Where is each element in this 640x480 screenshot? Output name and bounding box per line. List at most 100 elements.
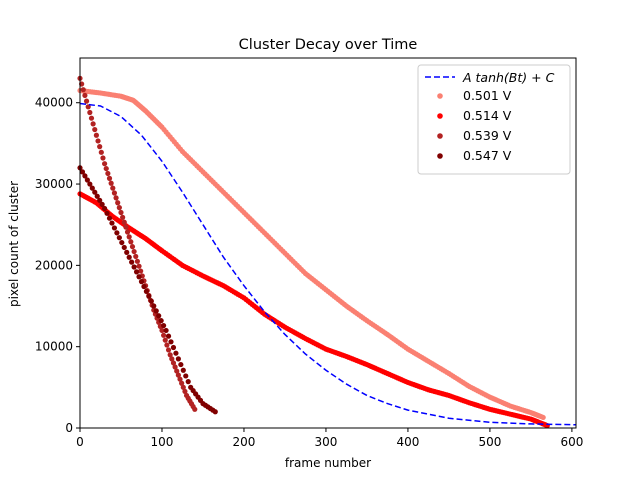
data-point xyxy=(85,104,91,110)
data-point xyxy=(172,364,178,370)
data-point xyxy=(126,254,132,260)
data-point xyxy=(97,197,103,203)
data-point xyxy=(212,409,218,415)
data-point xyxy=(124,249,130,255)
data-point xyxy=(88,115,95,121)
data-point xyxy=(116,235,122,241)
data-point xyxy=(105,170,111,177)
x-tick-label: 500 xyxy=(478,435,501,449)
data-point xyxy=(178,361,184,368)
data-point xyxy=(192,406,198,412)
data-point xyxy=(162,337,168,343)
legend-box xyxy=(417,64,571,175)
data-point xyxy=(185,379,191,385)
data-point xyxy=(134,258,140,264)
x-tick-label: 200 xyxy=(233,435,256,449)
data-point xyxy=(175,356,181,362)
data-point xyxy=(177,376,183,382)
data-point xyxy=(170,344,177,351)
data-point xyxy=(84,177,90,183)
data-point xyxy=(95,138,101,144)
fit-line xyxy=(79,102,577,426)
data-point xyxy=(121,219,127,225)
data-point xyxy=(90,121,96,127)
data-point xyxy=(174,368,180,374)
data-point xyxy=(99,201,105,207)
data-point xyxy=(108,180,114,186)
data-point xyxy=(183,373,189,379)
data-point xyxy=(100,155,106,161)
data-point xyxy=(163,327,169,334)
x-tick-label: 100 xyxy=(151,435,174,449)
data-point xyxy=(113,195,119,201)
data-point xyxy=(106,215,113,221)
data-point xyxy=(182,388,188,395)
data-point xyxy=(131,264,137,270)
data-point xyxy=(109,220,115,226)
data-point xyxy=(80,87,86,93)
data-point xyxy=(165,333,172,339)
data-point xyxy=(129,259,135,265)
data-point xyxy=(98,149,104,155)
data-point xyxy=(156,313,162,319)
data-point xyxy=(167,352,173,358)
data-point xyxy=(93,132,99,138)
data-point xyxy=(173,350,179,356)
x-tick-label: 300 xyxy=(314,435,337,449)
data-point xyxy=(161,322,167,329)
legend-swatch xyxy=(437,93,443,99)
legend-swatch xyxy=(437,113,443,119)
data-point xyxy=(94,193,100,199)
series-0-501-V xyxy=(77,87,546,421)
axes-frame xyxy=(79,57,577,429)
data-point xyxy=(131,248,137,255)
data-point xyxy=(175,372,181,378)
series-0-514-V xyxy=(77,191,550,429)
data-point xyxy=(143,288,150,294)
legend-label: 0.514 V xyxy=(463,108,512,123)
data-point xyxy=(148,298,154,304)
data-point xyxy=(92,126,98,133)
y-axis-label: pixel count of cluster xyxy=(7,181,21,307)
legend-swatch xyxy=(437,153,443,159)
x-tick-label: 400 xyxy=(396,435,419,449)
data-point xyxy=(153,308,159,314)
data-point xyxy=(87,109,93,116)
x-axis-label: frame number xyxy=(285,456,371,470)
data-point xyxy=(102,161,108,167)
data-point xyxy=(119,239,125,246)
axes: 0 100 200 300 400 500 600 0 10000 20000 30000 40000 xyxy=(35,57,583,449)
data-point xyxy=(126,234,132,240)
data-point xyxy=(103,165,109,172)
data-point xyxy=(111,225,118,231)
data-point xyxy=(159,327,165,334)
data-point xyxy=(110,185,116,191)
data-point xyxy=(92,189,98,195)
data-point xyxy=(128,239,134,245)
data-point xyxy=(170,360,177,366)
data-point xyxy=(180,367,186,373)
data-point xyxy=(133,269,140,275)
legend-label: 0.501 V xyxy=(463,88,512,103)
data-point xyxy=(138,268,144,274)
data-point xyxy=(151,303,157,309)
data-point xyxy=(82,173,88,179)
y-tick-label: 10000 xyxy=(35,340,73,354)
data-point xyxy=(114,230,120,236)
legend-label: 0.539 V xyxy=(463,128,512,143)
plot-area xyxy=(77,75,577,429)
data-point xyxy=(179,380,185,386)
data-point xyxy=(136,263,142,269)
data-point xyxy=(164,342,170,348)
data-point xyxy=(146,293,152,299)
data-point xyxy=(168,339,174,345)
data-point xyxy=(97,144,103,150)
data-point xyxy=(169,356,175,362)
data-point xyxy=(104,210,110,216)
data-point xyxy=(111,190,118,196)
data-point xyxy=(129,244,136,250)
data-point xyxy=(165,347,172,353)
series-0-547-V xyxy=(77,165,218,415)
data-point xyxy=(79,169,86,175)
